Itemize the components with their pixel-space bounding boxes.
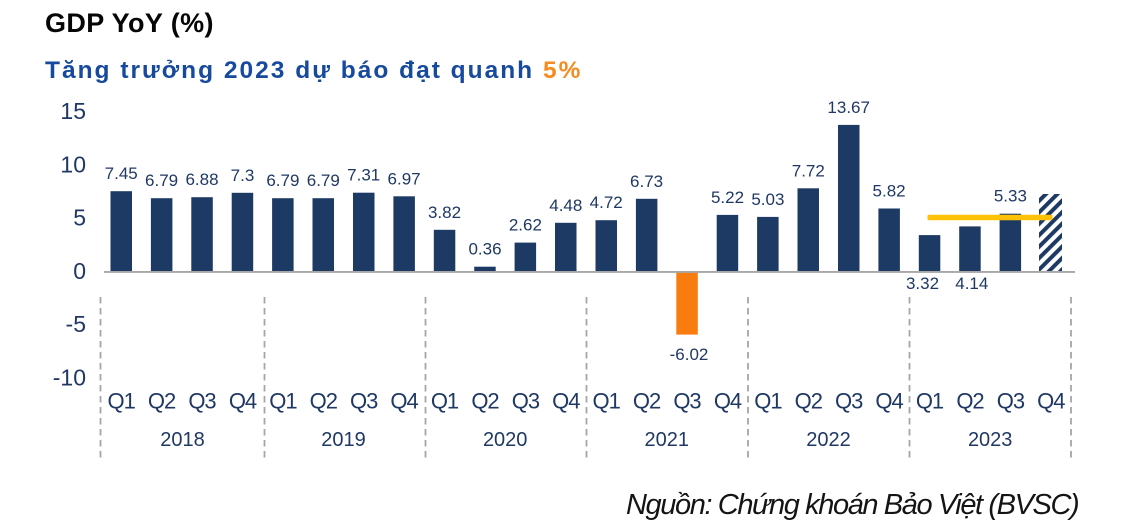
svg-text:Q2: Q2 xyxy=(310,389,338,414)
svg-text:GDP YoY (%): GDP YoY (%) xyxy=(45,8,214,38)
svg-text:7.45: 7.45 xyxy=(105,164,138,183)
svg-text:7.31: 7.31 xyxy=(347,166,380,185)
svg-text:3.32: 3.32 xyxy=(906,274,939,293)
svg-text:Q3: Q3 xyxy=(512,389,540,414)
svg-text:2018: 2018 xyxy=(160,429,205,451)
svg-text:5.33: 5.33 xyxy=(994,187,1027,206)
svg-text:4.48: 4.48 xyxy=(549,196,582,215)
svg-text:6.79: 6.79 xyxy=(145,171,178,190)
svg-text:Q4: Q4 xyxy=(552,389,580,414)
svg-text:Q1: Q1 xyxy=(916,389,944,414)
svg-text:Q4: Q4 xyxy=(1037,389,1065,414)
svg-text:Q2: Q2 xyxy=(795,389,823,414)
svg-text:Q2: Q2 xyxy=(471,389,499,414)
svg-text:5.82: 5.82 xyxy=(873,182,906,201)
svg-text:Q3: Q3 xyxy=(673,389,701,414)
svg-text:5.22: 5.22 xyxy=(711,188,744,207)
svg-text:6.73: 6.73 xyxy=(630,172,663,191)
svg-text:Q3: Q3 xyxy=(188,389,216,414)
svg-text:Q3: Q3 xyxy=(835,389,863,414)
svg-text:Q1: Q1 xyxy=(269,389,297,414)
svg-text:2021: 2021 xyxy=(645,429,690,451)
svg-text:4.14: 4.14 xyxy=(955,274,988,293)
svg-text:Q4: Q4 xyxy=(875,389,903,414)
svg-text:6.97: 6.97 xyxy=(388,169,421,188)
svg-text:15: 15 xyxy=(60,98,86,124)
svg-text:3.82: 3.82 xyxy=(428,203,461,222)
svg-text:Q2: Q2 xyxy=(956,389,984,414)
svg-text:6.79: 6.79 xyxy=(307,171,340,190)
svg-text:Q1: Q1 xyxy=(754,389,782,414)
svg-text:2.62: 2.62 xyxy=(509,216,542,235)
svg-text:7.72: 7.72 xyxy=(792,161,825,180)
svg-text:6.79: 6.79 xyxy=(266,171,299,190)
svg-text:2022: 2022 xyxy=(806,429,851,451)
svg-text:5.03: 5.03 xyxy=(751,190,784,209)
svg-text:Q4: Q4 xyxy=(390,389,418,414)
svg-text:Q4: Q4 xyxy=(229,389,257,414)
svg-text:Q3: Q3 xyxy=(997,389,1025,414)
svg-text:10: 10 xyxy=(60,151,86,177)
svg-text:5: 5 xyxy=(73,205,86,231)
svg-text:Q1: Q1 xyxy=(108,389,136,414)
svg-text:Q2: Q2 xyxy=(633,389,661,414)
svg-text:Tăng trưởng 2023 dự báo đạt qu: Tăng trưởng 2023 dự báo đạt quanh 5% xyxy=(45,57,582,84)
svg-text:2019: 2019 xyxy=(321,429,366,451)
svg-text:Q4: Q4 xyxy=(714,389,742,414)
svg-text:Q3: Q3 xyxy=(350,389,378,414)
svg-text:4.72: 4.72 xyxy=(590,193,623,212)
svg-text:Nguồn: Chứng khoán Bảo Việt (B: Nguồn: Chứng khoán Bảo Việt (BVSC) xyxy=(626,489,1078,521)
svg-text:-5: -5 xyxy=(66,311,86,337)
svg-text:0: 0 xyxy=(73,258,86,284)
svg-text:0.36: 0.36 xyxy=(468,240,501,259)
svg-text:-10: -10 xyxy=(53,364,86,390)
svg-text:6.88: 6.88 xyxy=(185,170,218,189)
svg-text:Q1: Q1 xyxy=(431,389,459,414)
svg-text:Q1: Q1 xyxy=(593,389,621,414)
svg-text:-6.02: -6.02 xyxy=(670,345,709,364)
svg-text:2020: 2020 xyxy=(483,429,528,451)
svg-text:2023: 2023 xyxy=(968,429,1013,451)
svg-text:Q2: Q2 xyxy=(148,389,176,414)
svg-text:13.67: 13.67 xyxy=(827,98,870,117)
svg-text:7.3: 7.3 xyxy=(231,166,255,185)
